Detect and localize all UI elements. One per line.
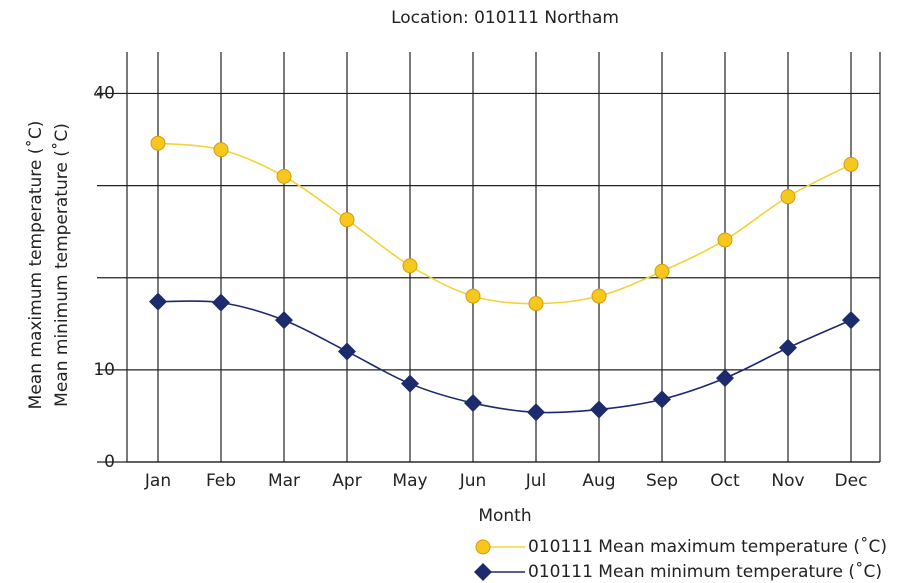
point xyxy=(339,212,355,228)
point xyxy=(464,394,482,413)
x-tick-label: Nov xyxy=(771,471,804,491)
legend-marker xyxy=(475,539,491,555)
point xyxy=(717,232,733,248)
point xyxy=(402,258,418,274)
point xyxy=(212,293,230,312)
point xyxy=(779,338,797,357)
point xyxy=(275,311,293,330)
x-tick-label: Mar xyxy=(268,471,300,491)
point xyxy=(590,400,608,419)
point xyxy=(150,135,166,151)
series-line xyxy=(157,300,852,414)
x-tick-label: Jun xyxy=(459,471,487,491)
y-tick-label: 10 xyxy=(93,360,115,380)
x-axis-label: Month xyxy=(478,506,531,526)
x-tick-label: Jan xyxy=(144,471,171,491)
point xyxy=(465,288,481,304)
y-tick-label: 40 xyxy=(93,83,115,103)
x-tick-label: Feb xyxy=(206,471,236,491)
y-axis-label: Mean minimum temperature (˚C) xyxy=(51,123,72,407)
x-tick-label: Oct xyxy=(710,471,740,491)
point xyxy=(780,189,796,205)
legend-label: 010111 Mean maximum temperature (˚C) xyxy=(528,536,887,557)
x-tick-label: Dec xyxy=(835,471,868,491)
point xyxy=(591,288,607,304)
chart-title: Location: 010111 Northam xyxy=(391,8,619,28)
point xyxy=(842,311,860,330)
x-tick-label: Aug xyxy=(582,471,615,491)
point xyxy=(276,168,292,184)
point xyxy=(338,342,356,361)
point xyxy=(528,296,544,312)
x-tick-label: Jul xyxy=(525,471,547,491)
point xyxy=(213,142,229,158)
point xyxy=(149,292,167,311)
y-tick-label: 0 xyxy=(104,452,115,472)
x-tick-label: Apr xyxy=(332,471,361,491)
x-tick-label: May xyxy=(392,471,427,491)
point xyxy=(401,374,419,393)
x-tick-label: Sep xyxy=(646,471,678,491)
point xyxy=(654,263,670,279)
point xyxy=(716,369,734,388)
point xyxy=(843,156,859,172)
legend-marker xyxy=(474,563,492,581)
point xyxy=(653,390,671,409)
legend-label: 010111 Mean minimum temperature (˚C) xyxy=(528,561,882,582)
point xyxy=(527,403,545,422)
series-line xyxy=(157,142,852,305)
y-axis-label: Mean maximum temperature (˚C) xyxy=(25,121,46,410)
